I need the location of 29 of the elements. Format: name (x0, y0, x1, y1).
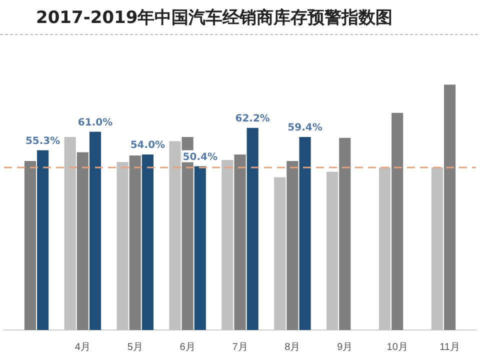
bar (286, 161, 298, 330)
x-tick-label: 4月 (74, 342, 90, 353)
data-label: 62.2% (235, 113, 270, 124)
data-label: 55.3% (25, 136, 60, 147)
bar (37, 150, 49, 330)
chart-title: 2017-2019年中国汽车经销商库存预警指数图 (36, 7, 393, 29)
data-label: 54.0% (130, 140, 166, 152)
bar (299, 136, 311, 330)
data-label: 59.4% (288, 122, 322, 134)
x-tick-label: 6月 (180, 342, 196, 353)
x-tick-label: 10月 (386, 342, 408, 353)
bar (234, 154, 246, 330)
bar (24, 161, 36, 330)
x-tick-label: 9月 (337, 342, 353, 353)
bar (246, 128, 258, 330)
data-label: 50.4% (182, 152, 218, 163)
data-label: 61.0% (78, 117, 113, 128)
x-tick-label: 5月 (127, 342, 143, 353)
bar (444, 84, 456, 330)
bar (339, 138, 351, 330)
x-tick-label: 7月 (232, 342, 248, 353)
bar (129, 155, 141, 330)
x-tick-label: 8月 (284, 342, 300, 353)
bar (194, 166, 206, 330)
bar (76, 152, 88, 330)
x-tick-label: 11月 (440, 342, 460, 353)
bar (89, 132, 102, 330)
bar (392, 112, 404, 330)
bar (142, 154, 154, 330)
